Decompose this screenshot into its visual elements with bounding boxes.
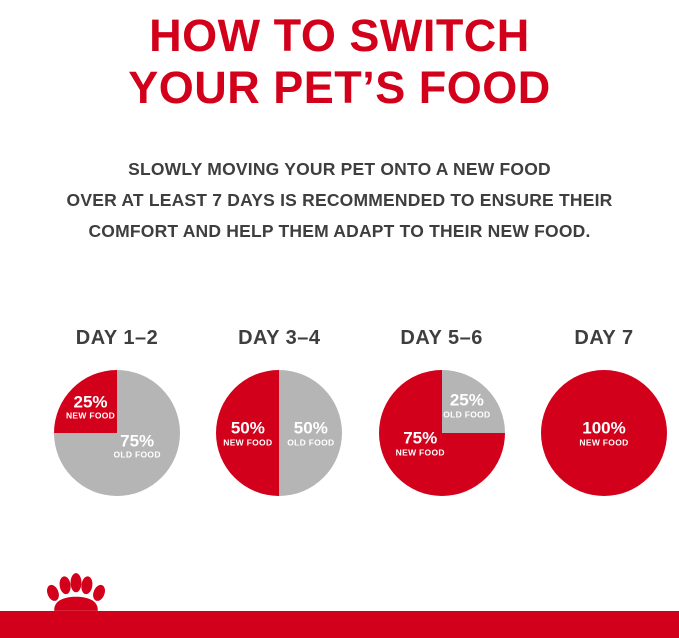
slice-percent: 50% [293,418,328,438]
pie-day-3-4: 50% NEW FOOD 50% OLD FOOD [216,370,343,496]
brand-band [0,611,679,638]
chart-day-7: DAY 7 100% NEW FOOD [531,327,677,496]
slice-name: NEW FOOD [579,436,629,447]
pie-day-5-6: 75% NEW FOOD 25% OLD FOOD [378,370,505,496]
slice-percent: 75% [120,430,155,450]
chart-title-day-5-6: DAY 5–6 [400,327,483,349]
slice-percent: 75% [403,428,438,448]
slice-label-old-food: 75% OLD FOOD [114,431,161,460]
slice-label-old-food: 25% OLD FOOD [443,391,490,420]
slice-label-new-food: 25% NEW FOOD [66,392,115,421]
slice-name: NEW FOOD [395,446,445,457]
slice-percent: 25% [449,390,484,410]
chart-title-day-7: DAY 7 [574,327,634,349]
slice-label-old-food: 50% OLD FOOD [287,418,334,447]
slice-label-new-food: 75% NEW FOOD [396,428,445,457]
slice-percent: 100% [582,418,626,438]
page-title: HOW TO SWITCH YOUR PET’S FOOD [0,10,679,114]
slice-name: OLD FOOD [443,409,491,420]
slice-label-new-food: 100% NEW FOOD [579,418,628,447]
slice-name: NEW FOOD [65,410,116,421]
pet-food-switch-infographic: HOW TO SWITCH YOUR PET’S FOOD SLOWLY MOV… [0,10,679,638]
intro-line-1: SLOWLY MOVING YOUR PET ONTO A NEW FOOD [128,159,551,179]
chart-day-3-4: DAY 3–4 50% NEW FOOD 50% OLD FOOD [206,327,352,496]
title-line-2: YOUR PET’S FOOD [128,62,551,113]
slice-name: OLD FOOD [287,436,335,447]
pie-day-7: 100% NEW FOOD [540,370,667,496]
chart-title-day-3-4: DAY 3–4 [238,327,321,349]
intro-line-2: OVER AT LEAST 7 DAYS IS RECOMMENDED TO E… [66,190,613,210]
slice-name: OLD FOOD [113,449,161,460]
intro-text: SLOWLY MOVING YOUR PET ONTO A NEW FOOD O… [0,154,679,247]
chart-title-day-1-2: DAY 1–2 [75,327,159,349]
royal-canin-paw-logo-icon [47,573,105,611]
pie-chart-row: DAY 1–2 25% NEW FOOD 75% OLD FOOD DAY 3–… [0,327,679,496]
intro-line-3: COMFORT AND HELP THEM ADAPT TO THEIR NEW… [88,221,591,241]
slice-name: NEW FOOD [223,436,273,447]
slice-percent: 50% [230,418,265,438]
chart-day-5-6: DAY 5–6 75% NEW FOOD 25% OLD FOOD [369,327,515,496]
title-line-1: HOW TO SWITCH [149,10,530,61]
pie-day-1-2: 25% NEW FOOD 75% OLD FOOD [54,370,180,496]
chart-day-1-2: DAY 1–2 25% NEW FOOD 75% OLD FOOD [44,327,190,496]
slice-label-new-food: 50% NEW FOOD [223,418,272,447]
slice-percent: 25% [73,391,108,411]
